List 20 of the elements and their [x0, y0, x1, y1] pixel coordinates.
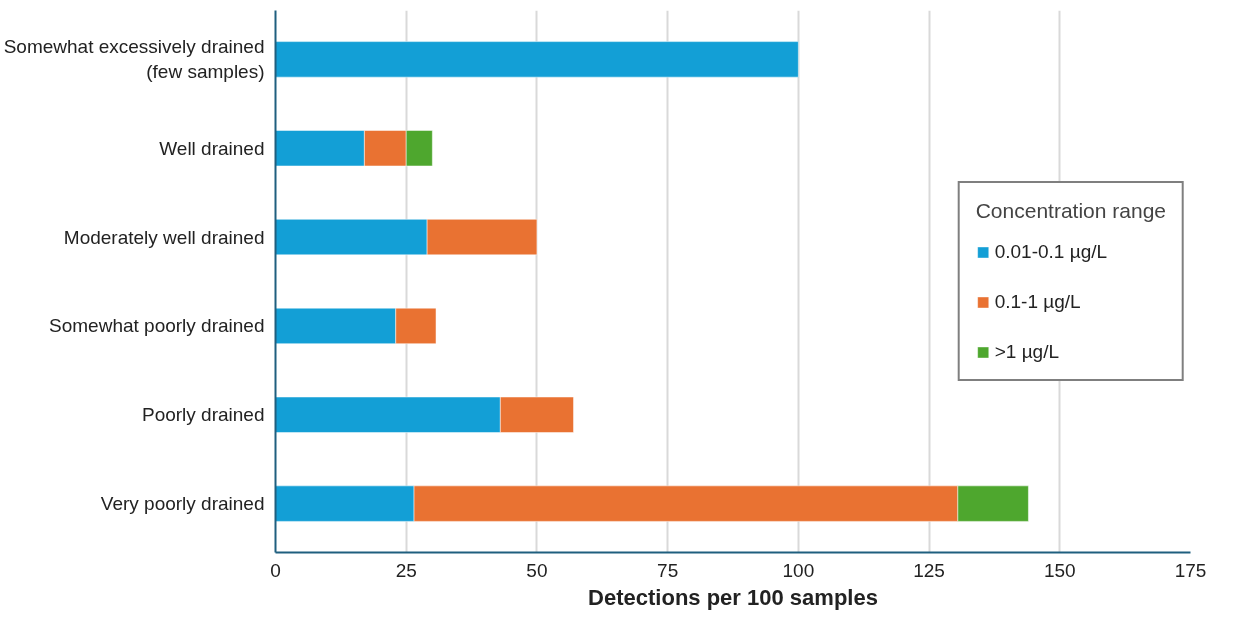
y-tick-label: Somewhat poorly drained: [49, 315, 265, 337]
y-tick-label: Very poorly drained: [100, 493, 265, 515]
legend-label: 0.1-1 µg/L: [994, 291, 1081, 313]
x-axis-title: Detections per 100 samples: [588, 584, 878, 610]
x-tick-label: 175: [1174, 559, 1207, 581]
bar: [275, 41, 799, 78]
y-tick-label: Moderately well drained: [63, 226, 265, 248]
legend-label: 0.01-0.1 µg/L: [994, 241, 1108, 263]
x-tick-label: 100: [782, 559, 815, 581]
y-tick-label: Poorly drained: [141, 404, 265, 426]
legend-label: >1 µg/L: [994, 341, 1060, 363]
x-tick-label: 150: [1043, 559, 1076, 581]
x-tick-label: 125: [913, 559, 945, 581]
x-tick-label: 75: [657, 559, 679, 581]
legend-title: Concentration range: [975, 199, 1166, 223]
x-tick-label: 25: [395, 559, 417, 581]
y-tick-label: Somewhat excessively drained (few samples): [3, 36, 265, 83]
x-tick-label: 50: [526, 559, 548, 581]
y-tick-label: Well drained: [159, 137, 265, 159]
x-tick-label: 0: [270, 559, 281, 581]
